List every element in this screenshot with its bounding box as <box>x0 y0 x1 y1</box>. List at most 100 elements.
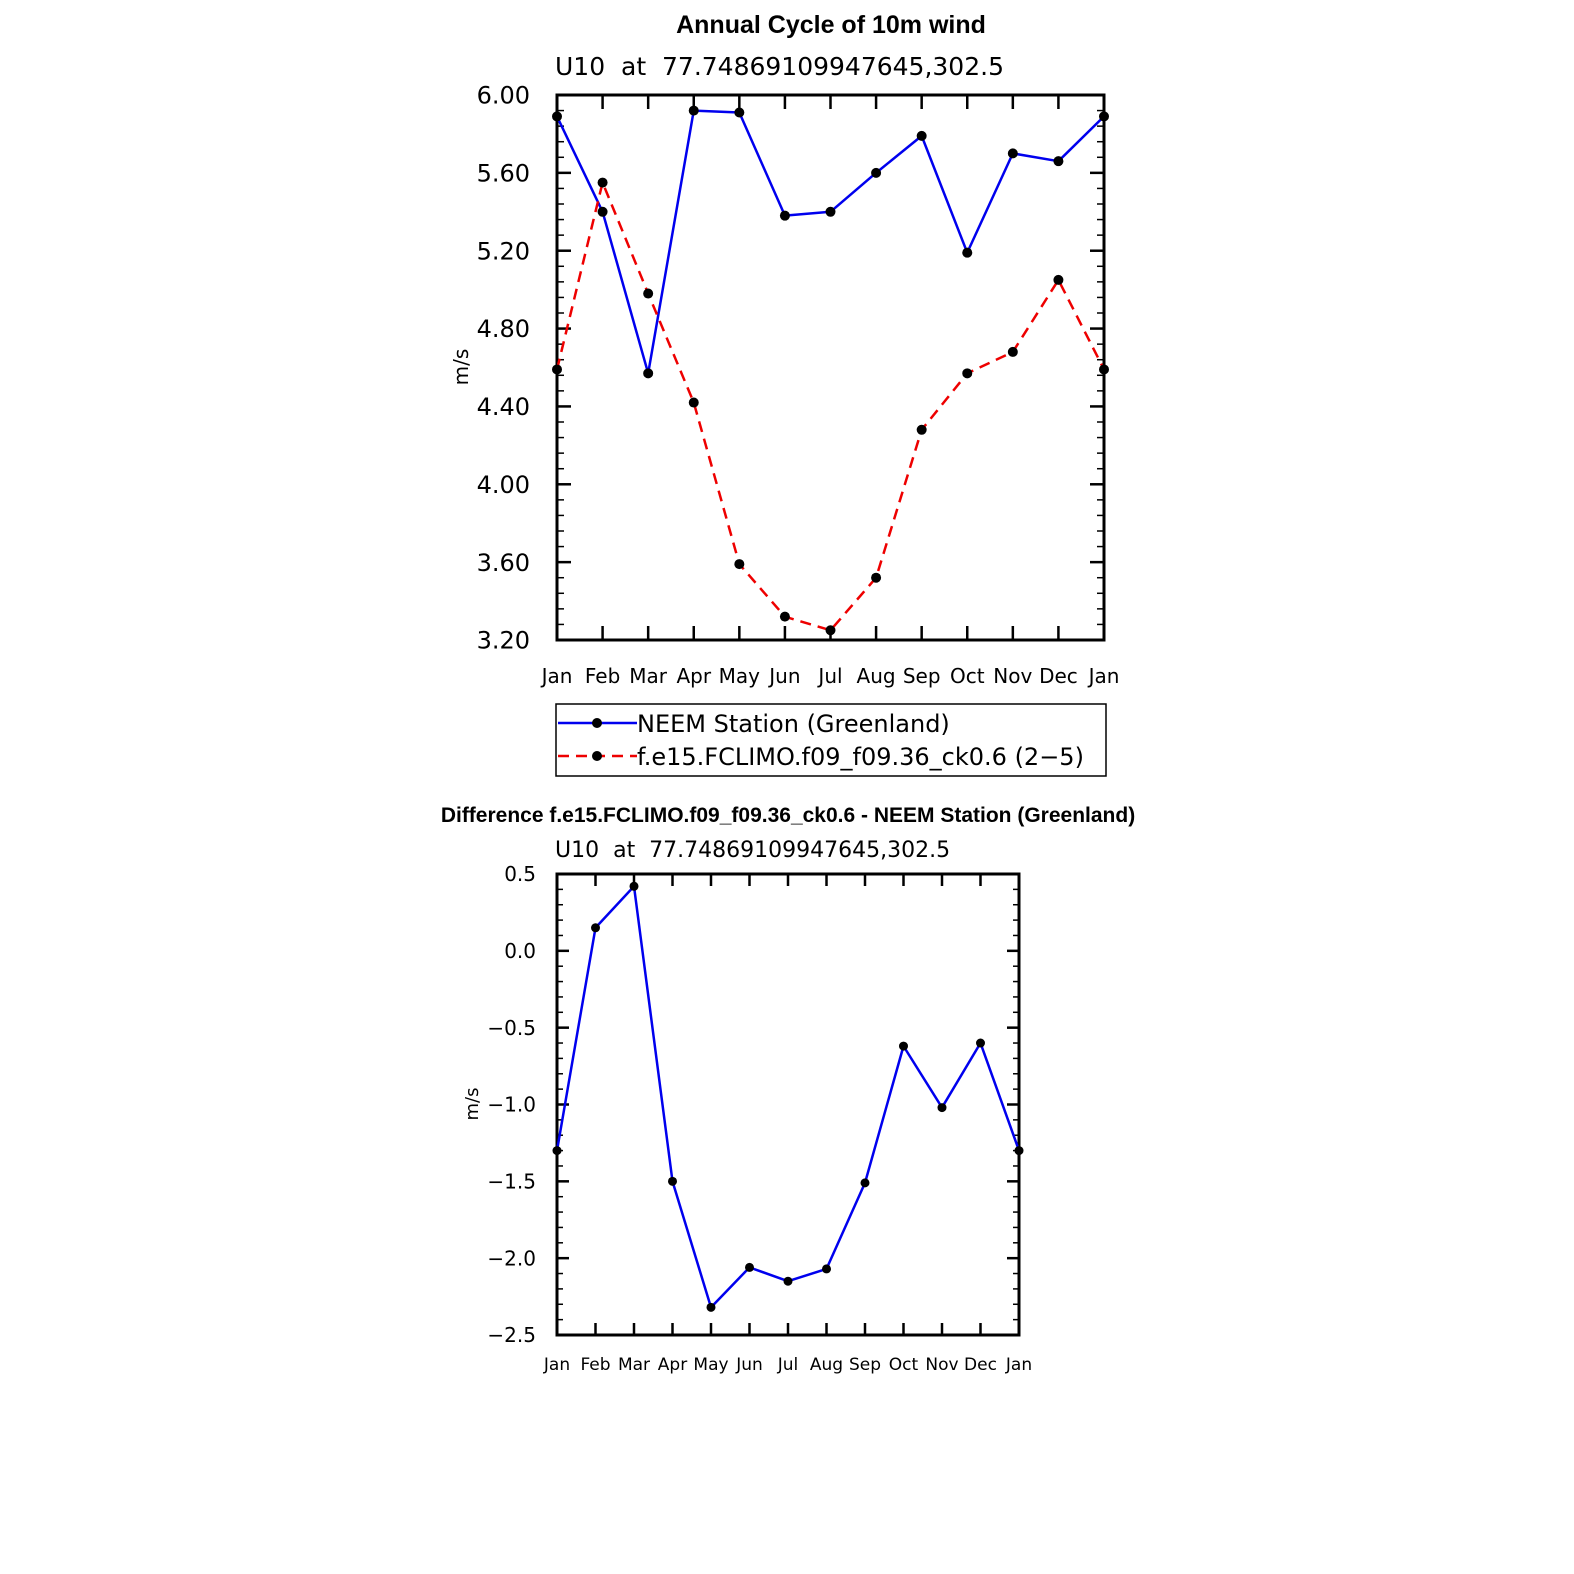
data-point-1 <box>1099 364 1109 375</box>
data-point-0 <box>552 111 562 122</box>
x-tick-label: Jul <box>777 1355 799 1375</box>
x-tick-label: Jan <box>1087 664 1120 688</box>
y-tick-label: −1.0 <box>487 1093 536 1117</box>
x-tick-label: Apr <box>676 664 711 688</box>
data-point-0 <box>706 1302 716 1312</box>
y-axis-label: m/s <box>462 1088 483 1121</box>
series-line-0 <box>555 885 1021 1309</box>
difference-chart: Difference f.e15.FCLIMO.f09_f09.36_ck0.6… <box>441 804 1135 1375</box>
data-point-1 <box>643 288 654 299</box>
x-tick-label: Jan <box>540 664 573 688</box>
x-tick-label: Aug <box>857 664 896 688</box>
x-tick-label: Aug <box>810 1355 843 1375</box>
y-tick-label: 5.20 <box>477 237 530 265</box>
data-point-1 <box>552 364 562 375</box>
data-point-1 <box>962 368 973 379</box>
x-tick-label: Dec <box>964 1355 997 1375</box>
y-tick-label: 4.40 <box>477 393 530 421</box>
x-tick-label: Sep <box>903 664 941 688</box>
x-tick-label: Apr <box>658 1355 687 1375</box>
plot-area: Jan Feb Mar Apr May Jun Jul Aug Sep Oct Nov Dec Jan 3… <box>477 82 1120 688</box>
annual-cycle-chart: Annual Cycle of 10m wind U10 at 77.74869… <box>449 11 1120 777</box>
legend-marker-neem <box>592 718 602 728</box>
x-tick-label: Jun <box>767 664 800 688</box>
data-point-0 <box>779 210 790 221</box>
x-tick-label: Dec <box>1039 664 1078 688</box>
data-point-0 <box>937 1103 947 1113</box>
data-point-0 <box>688 105 699 116</box>
data-point-0 <box>591 923 600 933</box>
x-tick-label: Oct <box>950 664 985 688</box>
chart-title: Annual Cycle of 10m wind <box>676 11 986 39</box>
x-tick-label: Feb <box>585 664 620 688</box>
y-tick-label: 4.00 <box>477 471 530 499</box>
x-tick-label: Mar <box>618 1355 650 1375</box>
y-tick-label: 0.0 <box>504 939 536 963</box>
plot-frame <box>555 93 1106 642</box>
y-tick-label: −2.5 <box>487 1323 536 1347</box>
legend-entry-neem: NEEM Station (Greenland) <box>558 710 950 738</box>
data-point-0 <box>552 1146 562 1156</box>
x-tick-label: Jan <box>543 1355 570 1375</box>
y-tick-label: 4.80 <box>477 315 530 343</box>
x-tick-label: Feb <box>580 1355 610 1375</box>
data-point-1 <box>688 397 699 408</box>
legend-label-model: f.e15.FCLIMO.f09_f09.36_ck0.6 (2−5) <box>637 743 1084 771</box>
x-tick-label: Mar <box>629 664 668 688</box>
data-point-1 <box>1053 274 1064 285</box>
legend: NEEM Station (Greenland) f.e15.FCLIMO.f0… <box>555 703 1107 777</box>
y-tick-label: 3.20 <box>477 627 530 655</box>
x-tick-label: Jan <box>1005 1355 1032 1375</box>
data-point-0 <box>668 1176 677 1186</box>
data-point-1 <box>825 625 836 636</box>
data-point-1 <box>916 424 927 435</box>
y-axis-label: m/s <box>449 349 473 386</box>
x-tick-label: May <box>693 1355 728 1375</box>
data-point-0 <box>871 167 882 178</box>
legend-marker-model <box>592 751 602 761</box>
x-tick-label: Sep <box>849 1355 881 1375</box>
data-point-0 <box>745 1262 754 1272</box>
data-point-0 <box>899 1041 908 1051</box>
x-tick-label: May <box>719 664 761 688</box>
data-point-1 <box>779 611 790 622</box>
legend-label-neem: NEEM Station (Greenland) <box>637 710 950 738</box>
data-point-0 <box>825 206 836 217</box>
plot-frame <box>555 872 1021 1337</box>
data-point-0 <box>976 1038 985 1048</box>
y-tick-label: 5.60 <box>477 159 530 187</box>
y-tick-label: 6.00 <box>477 82 530 110</box>
data-point-0 <box>643 368 654 379</box>
data-point-0 <box>1053 156 1064 167</box>
legend-entry-model: f.e15.FCLIMO.f09_f09.36_ck0.6 (2−5) <box>558 743 1084 771</box>
data-point-1 <box>597 177 608 188</box>
chart-subtitle: U10 at 77.74869109947645,302.5 <box>555 838 950 863</box>
series-line-1 <box>555 181 1106 632</box>
data-point-0 <box>734 107 745 118</box>
data-point-0 <box>860 1178 870 1188</box>
x-tick-label: Oct <box>889 1355 919 1375</box>
x-tick-label: Nov <box>925 1355 958 1375</box>
data-point-0 <box>597 206 608 217</box>
y-tick-label: 3.60 <box>477 549 530 577</box>
legend-box <box>555 703 1107 777</box>
data-point-0 <box>1099 111 1109 122</box>
data-point-0 <box>1014 1146 1024 1156</box>
chart-title: Difference f.e15.FCLIMO.f09_f09.36_ck0.6… <box>441 804 1135 827</box>
chart-subtitle: U10 at 77.74869109947645,302.5 <box>555 52 1004 81</box>
x-tick-label: Nov <box>993 664 1032 688</box>
data-point-0 <box>629 881 639 891</box>
y-tick-label: −0.5 <box>487 1016 536 1040</box>
plot-area: Jan Feb Mar Apr May Jun Jul Aug Sep Oct Nov Dec Jan−… <box>487 862 1032 1375</box>
x-tick-label: Jul <box>816 664 842 688</box>
series-line-0 <box>555 109 1105 375</box>
data-point-1 <box>871 572 882 583</box>
data-point-1 <box>734 559 745 570</box>
data-point-0 <box>1007 148 1018 159</box>
data-point-0 <box>822 1264 831 1274</box>
data-point-0 <box>916 130 927 141</box>
y-tick-label: −2.0 <box>487 1246 536 1270</box>
x-tick-label: Jun <box>735 1355 763 1375</box>
data-point-1 <box>1007 346 1018 357</box>
